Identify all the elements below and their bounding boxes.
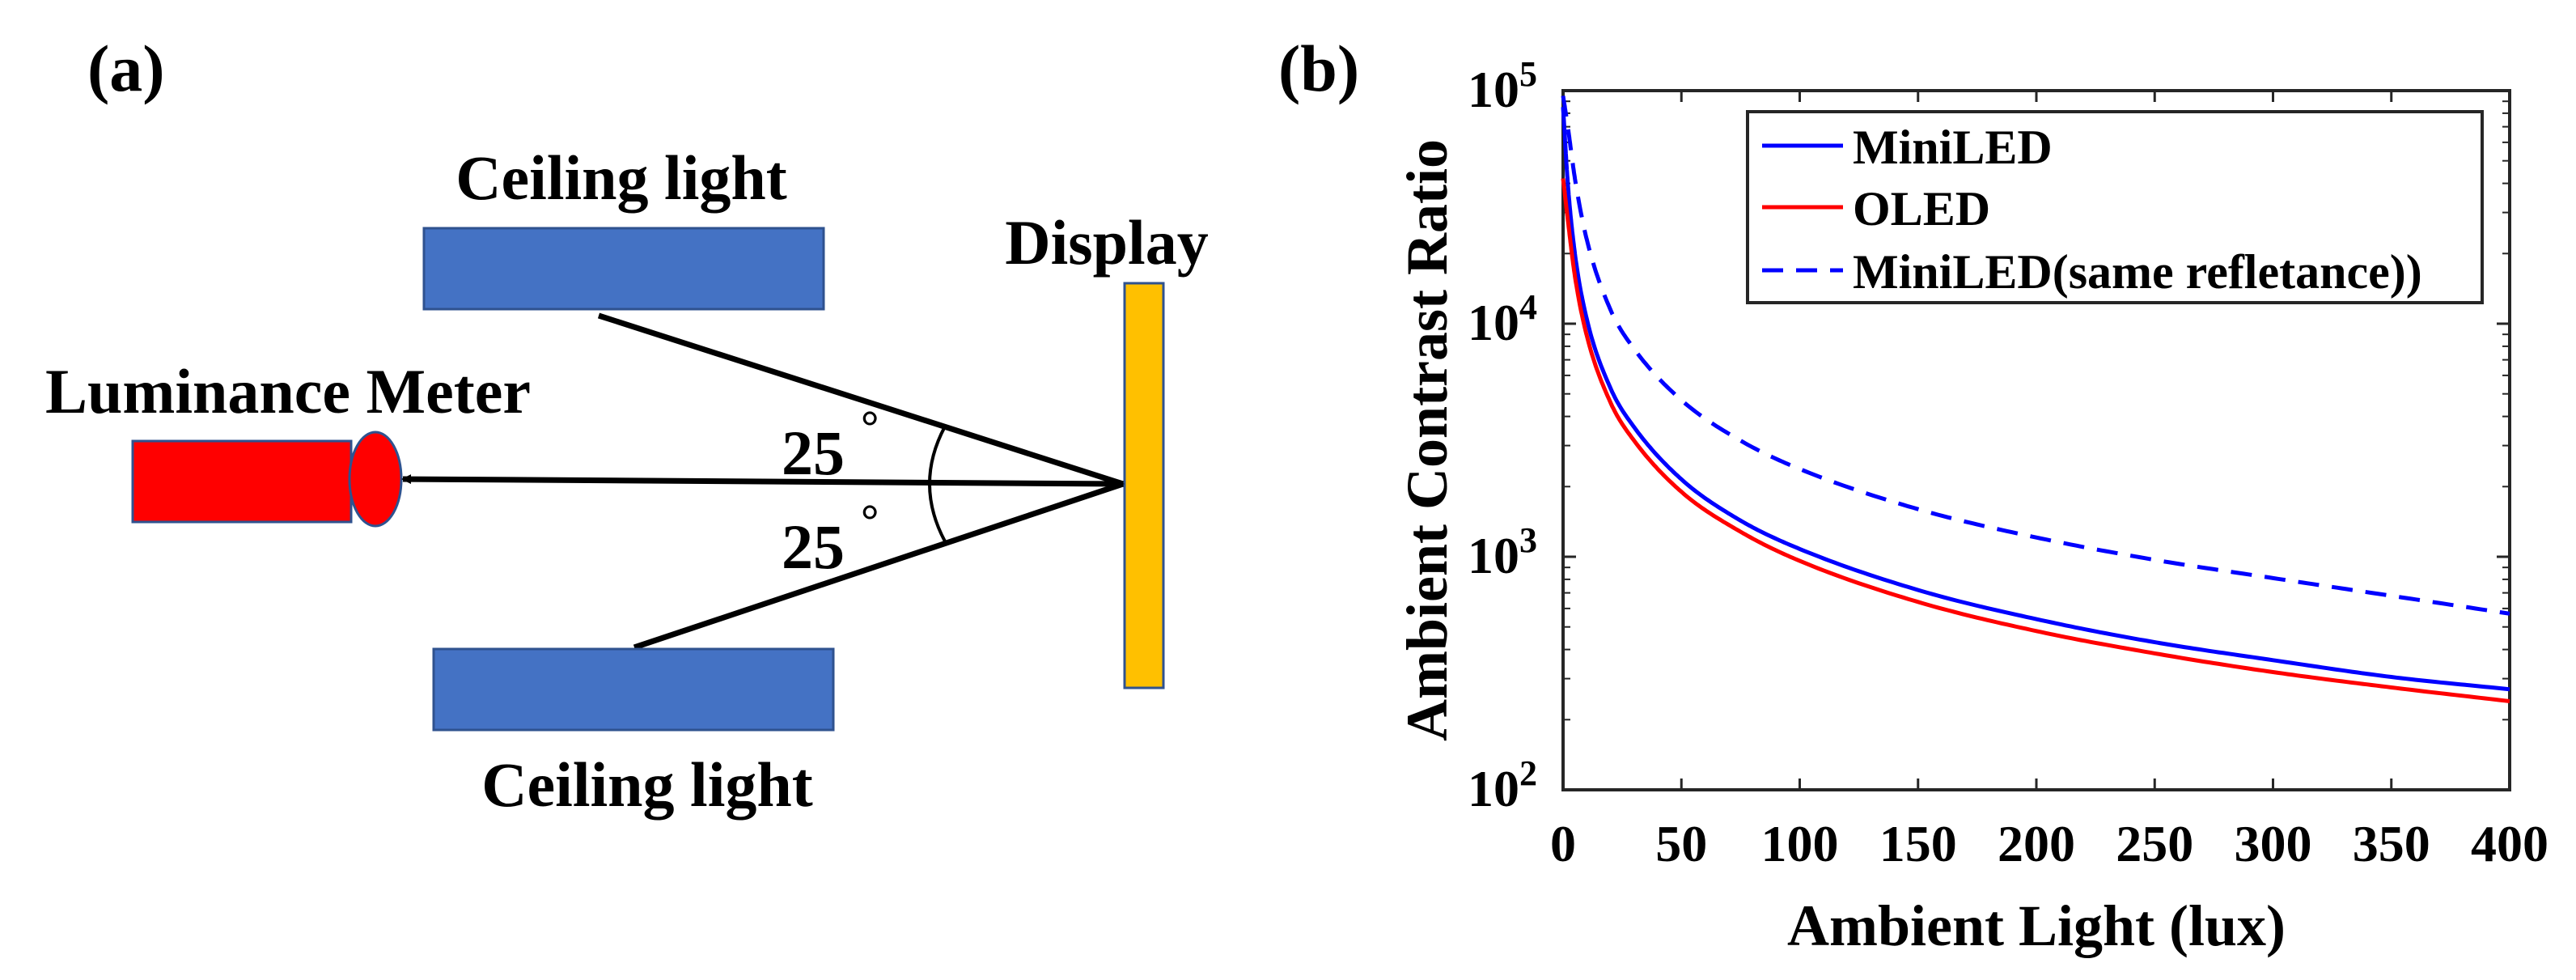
ceiling-light-bottom-label: Ceiling light xyxy=(481,749,813,820)
x-tick-label: 300 xyxy=(2235,815,2312,872)
ceiling-light-top-label: Ceiling light xyxy=(455,142,787,213)
display-panel xyxy=(1123,282,1165,689)
series-miniled-same-reflectance xyxy=(1561,95,2510,616)
series-group xyxy=(1561,95,2510,703)
series-oled xyxy=(1561,178,2510,703)
angle-top-degree: ° xyxy=(861,402,879,452)
measurement-axis-arrow xyxy=(401,474,1125,489)
angle-top-value: 25 xyxy=(782,418,845,488)
angle-bottom-value: 25 xyxy=(782,511,845,582)
x-tick-label: 200 xyxy=(1998,815,2075,872)
angle-arc xyxy=(928,426,947,542)
y-tick-label: 105 xyxy=(1468,54,1537,118)
luminance-meter-body xyxy=(131,439,353,524)
panel-a: (a) Ceiling light Display Luminance Mete… xyxy=(45,32,1209,820)
incident-ray-top xyxy=(597,312,1125,487)
x-tick-label: 350 xyxy=(2353,815,2430,872)
y-tick-label: 103 xyxy=(1468,520,1537,584)
x-tick-label: 250 xyxy=(2116,815,2193,872)
panel-b: (b) 102 103 104 105 0 50 100 150 200 250 300 350 40… xyxy=(1278,32,2548,958)
x-axis-label: Ambient Light (lux) xyxy=(1787,893,2286,958)
panel-a-label: (a) xyxy=(87,32,165,105)
chart: 102 103 104 105 0 50 100 150 200 250 300 350 400 Am… xyxy=(1395,54,2548,958)
x-tick-label: 100 xyxy=(1761,815,1839,872)
x-tick-label: 400 xyxy=(2471,815,2548,872)
y-axis: 102 103 104 105 xyxy=(1468,54,2510,817)
x-axis: 0 50 100 150 200 250 300 350 400 xyxy=(1550,91,2548,872)
x-tick-label: 50 xyxy=(1655,815,1707,872)
y-axis-label: Ambient Contrast Ratio xyxy=(1395,139,1460,741)
angle-bottom-degree: ° xyxy=(861,496,879,546)
ceiling-light-top xyxy=(422,227,825,311)
incident-ray-bottom xyxy=(633,481,1125,651)
y-tick-label: 102 xyxy=(1468,753,1537,817)
x-tick-label: 150 xyxy=(1879,815,1957,872)
ceiling-light-bottom xyxy=(432,647,835,732)
legend-label-miniled-same: MiniLED(same refletance)) xyxy=(1853,245,2422,299)
series-miniled xyxy=(1561,107,2510,692)
y-tick-label: 104 xyxy=(1468,287,1537,351)
luminance-meter-label: Luminance Meter xyxy=(45,356,531,426)
legend-box xyxy=(1746,110,2484,304)
x-tick-label: 0 xyxy=(1550,815,1576,872)
legend-label-miniled: MiniLED xyxy=(1853,121,2053,174)
legend-label-oled: OLED xyxy=(1853,182,1990,235)
luminance-meter-lens xyxy=(348,431,403,528)
legend: MiniLED OLED MiniLED(same refletance)) xyxy=(1746,110,2484,304)
panel-b-label: (b) xyxy=(1278,32,1359,105)
display-label: Display xyxy=(1005,207,1208,278)
